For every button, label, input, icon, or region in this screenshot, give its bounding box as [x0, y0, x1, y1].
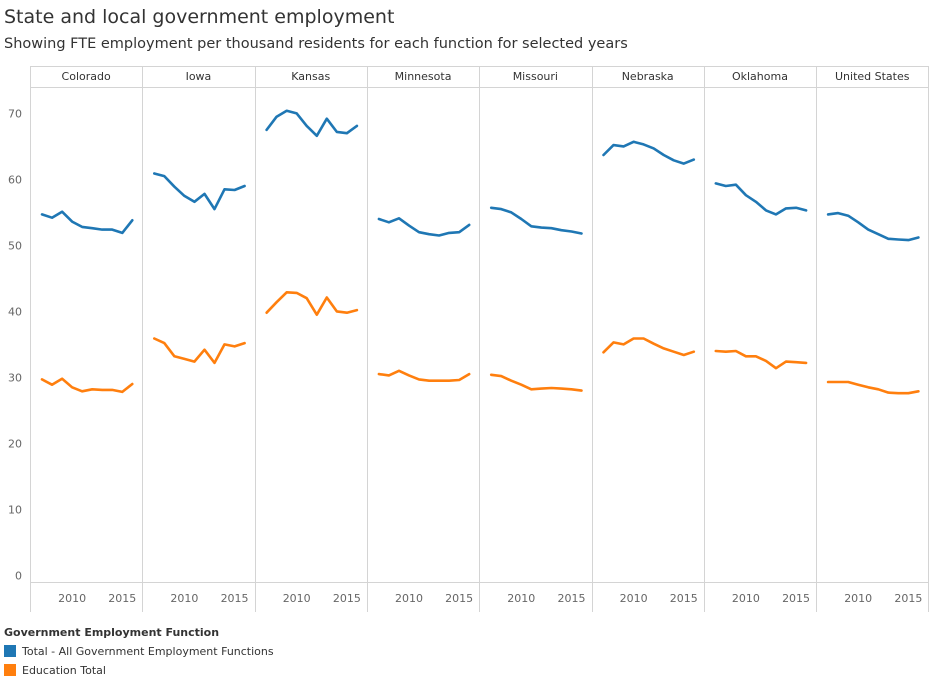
- x-tick-label: 2010: [732, 592, 760, 605]
- small-multiples-line-chart: 0 10 20 30 40 50 60 70 Colorado 2010 2015 Iowa 2010 2…: [8, 66, 929, 612]
- x-tick-label: 2015: [557, 592, 585, 605]
- x-tick-label: 2010: [58, 592, 86, 605]
- y-tick-label: 60: [8, 173, 22, 186]
- x-tick-label: 2010: [283, 592, 311, 605]
- y-tick-label: 20: [8, 437, 22, 450]
- legend-title: Government Employment Function: [4, 626, 220, 639]
- series-line: [40, 377, 134, 394]
- panel-header: Oklahoma: [732, 70, 788, 83]
- x-tick-label: 2015: [670, 592, 698, 605]
- x-tick-label: 2015: [333, 592, 361, 605]
- x-tick-label: 2010: [395, 592, 423, 605]
- series-line: [153, 172, 246, 211]
- panel-header: Colorado: [62, 70, 111, 83]
- y-tick-label: 10: [8, 503, 22, 516]
- y-tick-label: 40: [8, 305, 22, 318]
- legend-swatch-total: [4, 645, 16, 657]
- series-line: [489, 373, 583, 392]
- y-tick-label: 50: [8, 239, 22, 252]
- series-line: [826, 211, 920, 242]
- y-tick-label: 70: [8, 107, 22, 120]
- x-tick-label: 2010: [507, 592, 535, 605]
- panel-header: United States: [835, 70, 910, 83]
- x-tick-label: 2015: [782, 592, 810, 605]
- x-tick-label: 2010: [844, 592, 872, 605]
- panel-header: Nebraska: [622, 70, 674, 83]
- y-tick-label: 0: [15, 569, 22, 582]
- series-line: [489, 206, 583, 235]
- panel-header: Iowa: [186, 70, 212, 83]
- series-line: [265, 109, 359, 138]
- chart-subtitle: Showing FTE employment per thousand resi…: [4, 36, 628, 52]
- x-tick-label: 2015: [108, 592, 136, 605]
- x-tick-label: 2015: [445, 592, 473, 605]
- chart-title: State and local government employment: [4, 6, 395, 28]
- series-line: [153, 337, 246, 365]
- legend-label-total: Total - All Government Employment Functi…: [22, 644, 274, 658]
- x-tick-label: 2015: [894, 592, 922, 605]
- series-line: [714, 182, 808, 216]
- panel-header: Minnesota: [395, 70, 452, 83]
- legend-label-education: Education Total: [22, 663, 106, 677]
- series-line: [602, 140, 696, 165]
- series-line: [40, 210, 134, 235]
- series-line: [602, 337, 696, 357]
- series-line: [377, 217, 471, 237]
- x-tick-label: 2015: [221, 592, 249, 605]
- x-tick-label: 2010: [620, 592, 648, 605]
- panel-header: Missouri: [513, 70, 558, 83]
- series-line: [377, 369, 471, 383]
- legend-item-education[interactable]: Education Total: [4, 662, 106, 678]
- legend-swatch-education: [4, 664, 16, 676]
- series-line: [265, 290, 359, 317]
- panel-header: Kansas: [291, 70, 330, 83]
- legend-item-total[interactable]: Total - All Government Employment Functi…: [4, 643, 274, 659]
- y-tick-label: 30: [8, 371, 22, 384]
- series-line: [826, 380, 920, 395]
- series-line: [714, 349, 808, 370]
- x-tick-label: 2010: [170, 592, 198, 605]
